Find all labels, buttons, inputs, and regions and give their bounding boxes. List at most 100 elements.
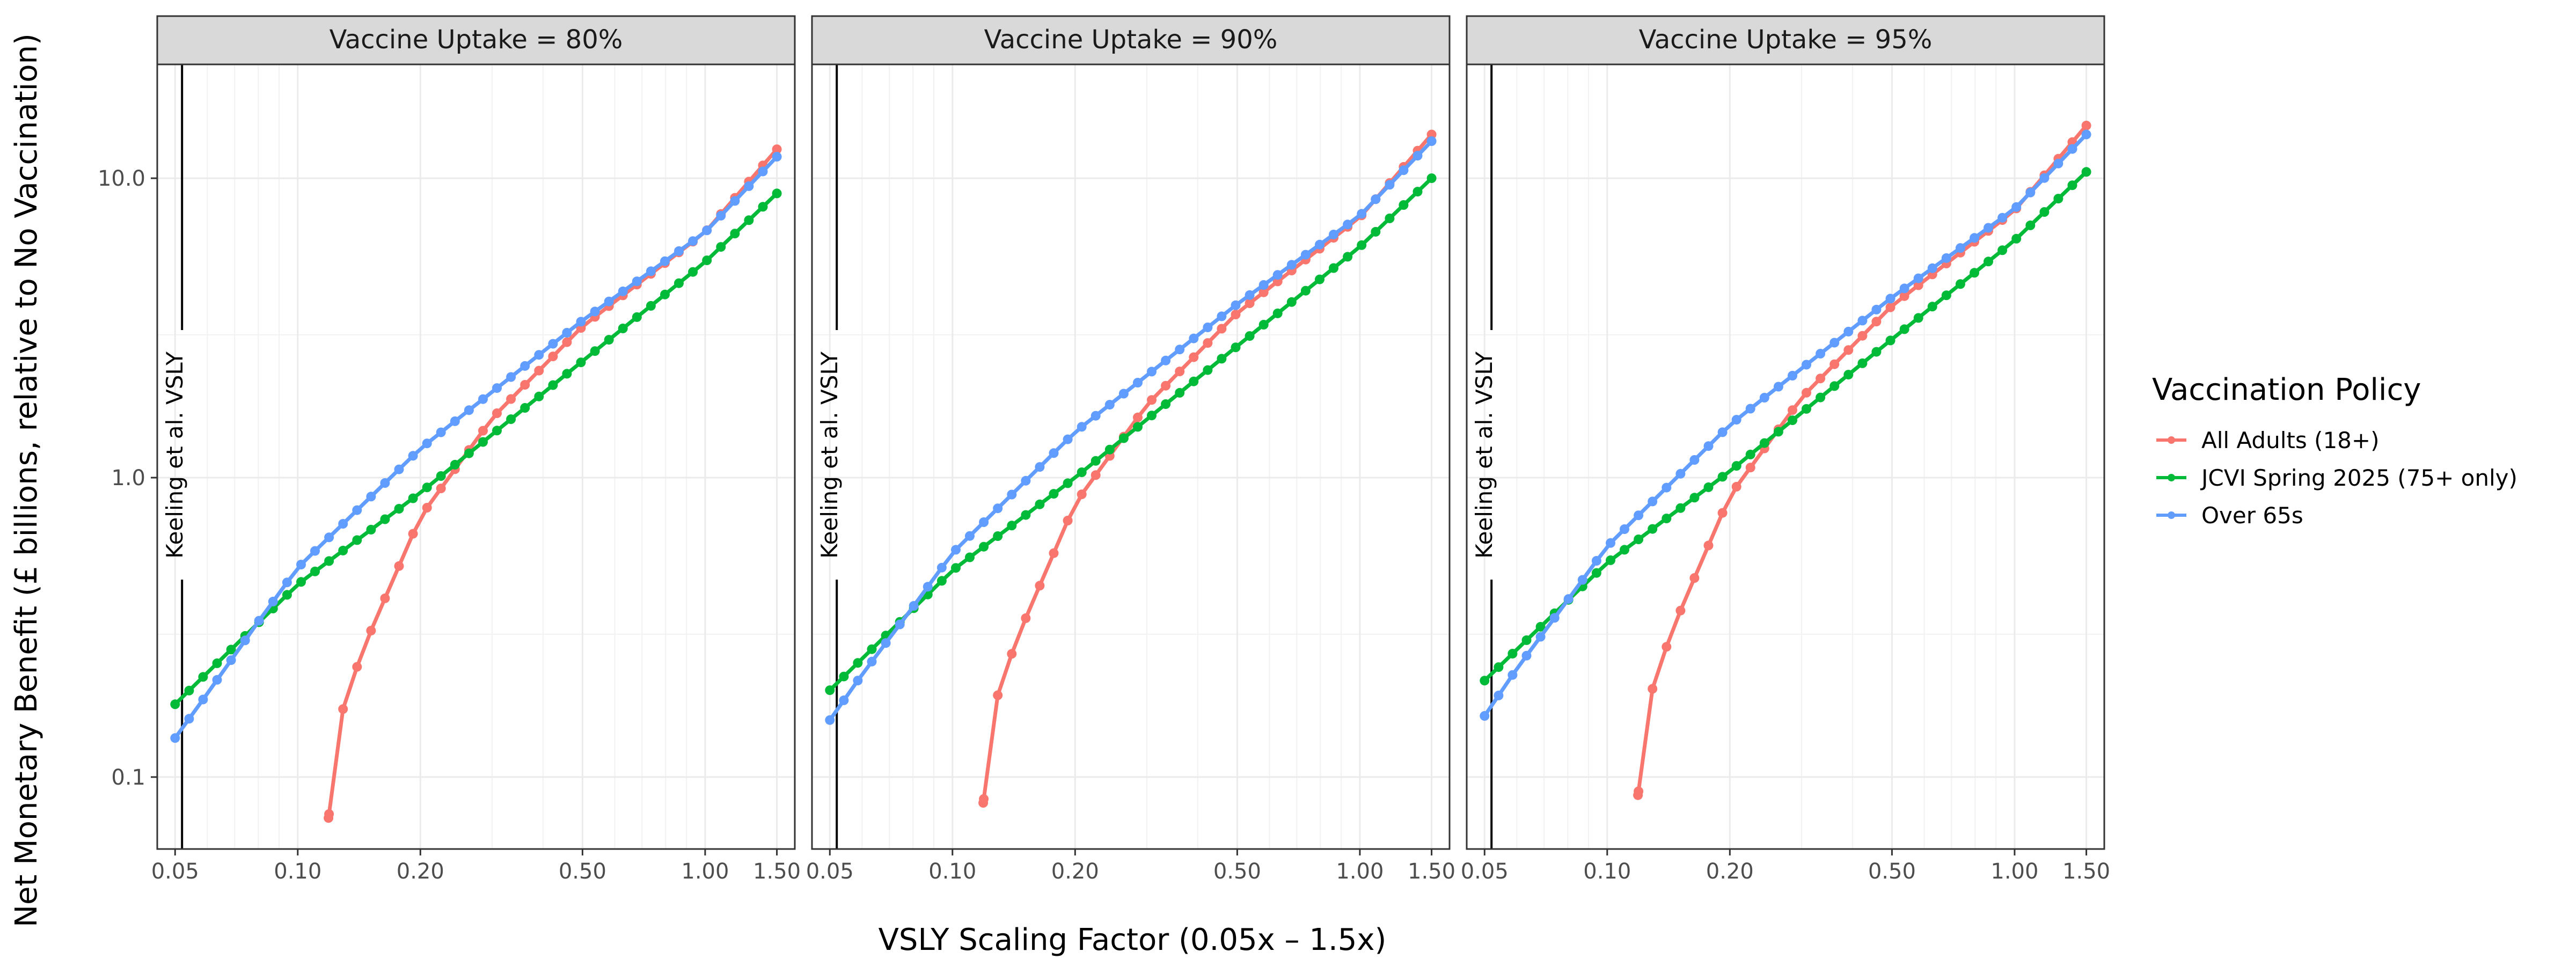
chart-panels: Vaccine Uptake = 80% Keeling et al. VSLY 0… (98, 15, 2110, 884)
data-point (1231, 300, 1241, 310)
data-point (1521, 650, 1532, 661)
data-point (450, 459, 460, 470)
data-point (979, 794, 989, 804)
data-point (758, 166, 768, 177)
data-point (1161, 355, 1171, 365)
data-point (758, 202, 768, 212)
x-tick-label: 0.10 (274, 859, 321, 884)
data-point (1885, 302, 1896, 312)
data-point (548, 339, 558, 349)
x-tick-label: 0.20 (1051, 859, 1099, 884)
data-point (1802, 387, 1811, 398)
data-point (951, 563, 961, 573)
data-point (1231, 342, 1241, 353)
data-point (1385, 180, 1395, 190)
data-point (1955, 279, 1965, 289)
data-point (492, 426, 502, 436)
data-point (1507, 670, 1518, 680)
data-point (1788, 371, 1797, 380)
x-tick-label: 0.05 (1461, 859, 1509, 884)
data-point (1675, 503, 1686, 513)
data-point (702, 225, 712, 236)
data-point (660, 289, 670, 299)
data-point (772, 144, 782, 155)
data-point (1426, 173, 1437, 184)
data-point (2025, 187, 2036, 197)
data-point (1021, 510, 1031, 520)
legend-label-jcvi: JCVI Spring 2025 (75+ only) (2200, 465, 2518, 491)
data-point (520, 361, 530, 371)
data-point (618, 324, 628, 333)
data-point (394, 504, 404, 514)
panel-strip-label: Vaccine Uptake = 80% (330, 25, 623, 55)
data-point (867, 644, 877, 654)
data-point (1802, 360, 1811, 370)
data-point (324, 809, 334, 819)
data-point (993, 531, 1003, 541)
data-point (450, 416, 460, 426)
x-tick-label: 0.10 (928, 859, 976, 884)
data-point (2067, 180, 2077, 191)
data-point (1133, 422, 1143, 432)
data-point (1521, 635, 1532, 645)
data-point (979, 541, 989, 552)
data-point (1913, 313, 1923, 323)
data-point (1970, 268, 1979, 278)
data-point (408, 529, 418, 539)
panel-strip (156, 15, 796, 65)
data-point (1175, 367, 1185, 377)
legend-item-over-65s: Over 65s (2156, 502, 2303, 529)
data-point (1035, 462, 1045, 472)
x-axis-title: VSLY Scaling Factor (0.05x – 1.5x) (879, 923, 1387, 957)
data-point (1620, 524, 1629, 534)
data-point (422, 438, 432, 449)
data-point (1118, 433, 1129, 443)
data-point (1899, 283, 1909, 294)
data-point (198, 694, 208, 705)
data-point (1385, 213, 1395, 223)
x-tick-label: 0.20 (1706, 859, 1754, 884)
data-point (1689, 573, 1700, 583)
data-point (1091, 470, 1101, 480)
data-point (408, 451, 418, 461)
data-point (1035, 499, 1045, 509)
data-point (2011, 202, 2022, 212)
data-point (534, 365, 544, 376)
data-point (1703, 540, 1714, 551)
series-jcvi-spring-2025-75-only (170, 188, 782, 709)
data-point (895, 619, 905, 630)
series-jcvi-spring-2025-75-only (825, 173, 1437, 696)
legend-key-dot-jcvi (2168, 474, 2175, 481)
data-point (1620, 545, 1629, 555)
data-point (1357, 209, 1367, 219)
data-point (1286, 297, 1297, 307)
data-point (478, 426, 488, 436)
data-point (590, 346, 600, 356)
x-tick-label: 1.50 (753, 859, 801, 884)
legend-key-dot-all-adults (2168, 436, 2175, 444)
data-point (366, 626, 376, 636)
data-point (338, 519, 348, 529)
data-point (730, 229, 740, 239)
data-point (1703, 482, 1714, 492)
data-point (2039, 173, 2050, 183)
data-point (1426, 136, 1437, 146)
data-point (1161, 380, 1171, 391)
data-point (1759, 393, 1769, 402)
data-point (660, 256, 670, 266)
data-point (1788, 405, 1797, 415)
data-point (338, 704, 348, 714)
data-point (716, 242, 726, 252)
data-point (1843, 345, 1854, 355)
data-point (1245, 298, 1255, 308)
data-point (632, 276, 642, 287)
data-point (1829, 359, 1840, 369)
data-point (839, 671, 849, 682)
data-point (993, 690, 1003, 700)
x-tick-label: 0.05 (151, 859, 199, 884)
series-over-65s (825, 136, 1437, 725)
data-point (408, 493, 418, 503)
panel-background (157, 64, 795, 849)
panel-background (812, 64, 1450, 849)
data-point (1591, 568, 1601, 578)
